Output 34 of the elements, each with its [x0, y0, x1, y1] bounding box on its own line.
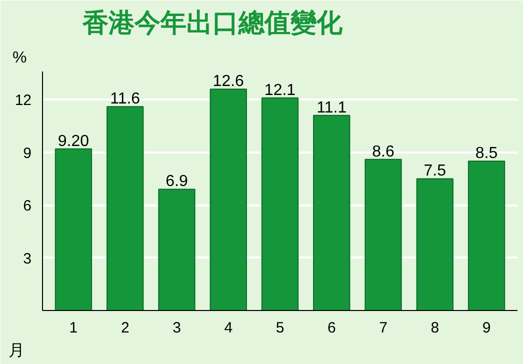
bar: [210, 88, 247, 310]
chart-title: 香港今年出口總值變化: [82, 8, 344, 38]
data-label: 8.5: [475, 145, 498, 162]
data-label: 6.9: [166, 173, 188, 190]
x-tick-label: 8: [430, 320, 440, 336]
bar: [313, 114, 350, 310]
bar: [468, 160, 506, 310]
x-axis-title: 月: [8, 342, 24, 360]
x-tick-label: 2: [120, 320, 130, 336]
x-tick-label: 1: [69, 320, 78, 336]
bar: [261, 97, 299, 310]
x-tick-label: 5: [276, 320, 284, 336]
data-label: 12.1: [264, 82, 296, 99]
y-tick-label: 12: [14, 92, 32, 110]
bar: [158, 188, 196, 310]
y-axis-title: %: [12, 50, 27, 66]
y-tick-label: 6: [23, 198, 32, 215]
bar: [54, 148, 92, 310]
y-tick-label: 3: [23, 250, 32, 268]
x-tick-label: 9: [482, 320, 491, 336]
x-tick-label: 4: [224, 320, 233, 336]
data-label: 8.6: [372, 143, 394, 160]
bar: [106, 106, 144, 310]
data-label: 7.5: [424, 162, 446, 180]
data-label: 11.1: [316, 99, 347, 116]
data-label: 12.6: [212, 73, 244, 90]
bar: [364, 158, 402, 310]
x-tick-label: 7: [379, 320, 388, 336]
x-tick-label: 3: [172, 320, 181, 336]
data-label: 9.20: [58, 132, 90, 150]
bar: [416, 178, 454, 310]
x-tick-label: 6: [327, 320, 336, 336]
data-label: 11.6: [110, 90, 140, 108]
y-tick-label: 9: [23, 144, 32, 162]
